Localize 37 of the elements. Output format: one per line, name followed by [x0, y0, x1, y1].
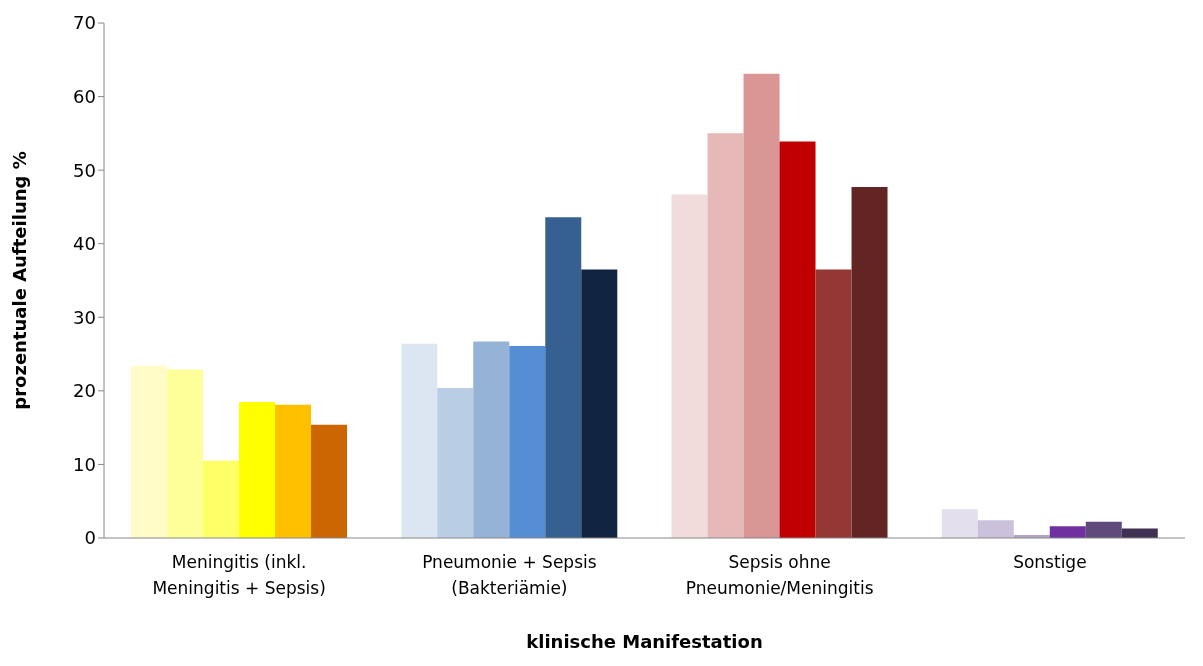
bar [779, 141, 816, 538]
bar [977, 520, 1014, 538]
bar [545, 217, 582, 538]
bar [743, 73, 780, 538]
bar [239, 401, 276, 538]
bar [707, 133, 744, 538]
bar [941, 509, 978, 538]
x-tick-label: Pneumonie + Sepsis (Bakteriämie) [422, 552, 597, 598]
y-axis-title: prozentuale Aufteilung % [9, 151, 31, 410]
bar [401, 343, 438, 538]
x-tick-label: Sonstige [1013, 552, 1087, 572]
bar [1085, 521, 1122, 538]
bar [851, 187, 888, 538]
x-axis-title: klinische Manifestation [526, 631, 763, 652]
y-tick-label: 30 [73, 306, 96, 328]
bar [473, 341, 510, 538]
y-tick-label: 70 [73, 12, 96, 34]
y-tick-label: 40 [73, 233, 96, 255]
bar [671, 194, 708, 538]
y-tick-label: 60 [73, 85, 96, 107]
bar [131, 365, 168, 538]
bar [203, 460, 240, 538]
bar [581, 269, 618, 538]
y-tick-label: 0 [84, 527, 96, 549]
y-tick-label: 10 [73, 453, 96, 475]
bar [1049, 526, 1086, 538]
bar [311, 424, 348, 538]
bar [167, 369, 204, 538]
bar [437, 387, 474, 538]
bar [815, 269, 852, 538]
x-tick-label: Sepsis ohne Pneumonie/Meningitis [685, 552, 874, 598]
y-tick-label: 20 [73, 380, 96, 402]
x-tick-label: Meningitis (inkl. Meningitis + Sepsis) [152, 552, 326, 598]
y-tick-label: 50 [73, 159, 96, 181]
bar [275, 404, 312, 538]
bar [1121, 528, 1158, 538]
bar [509, 345, 546, 538]
